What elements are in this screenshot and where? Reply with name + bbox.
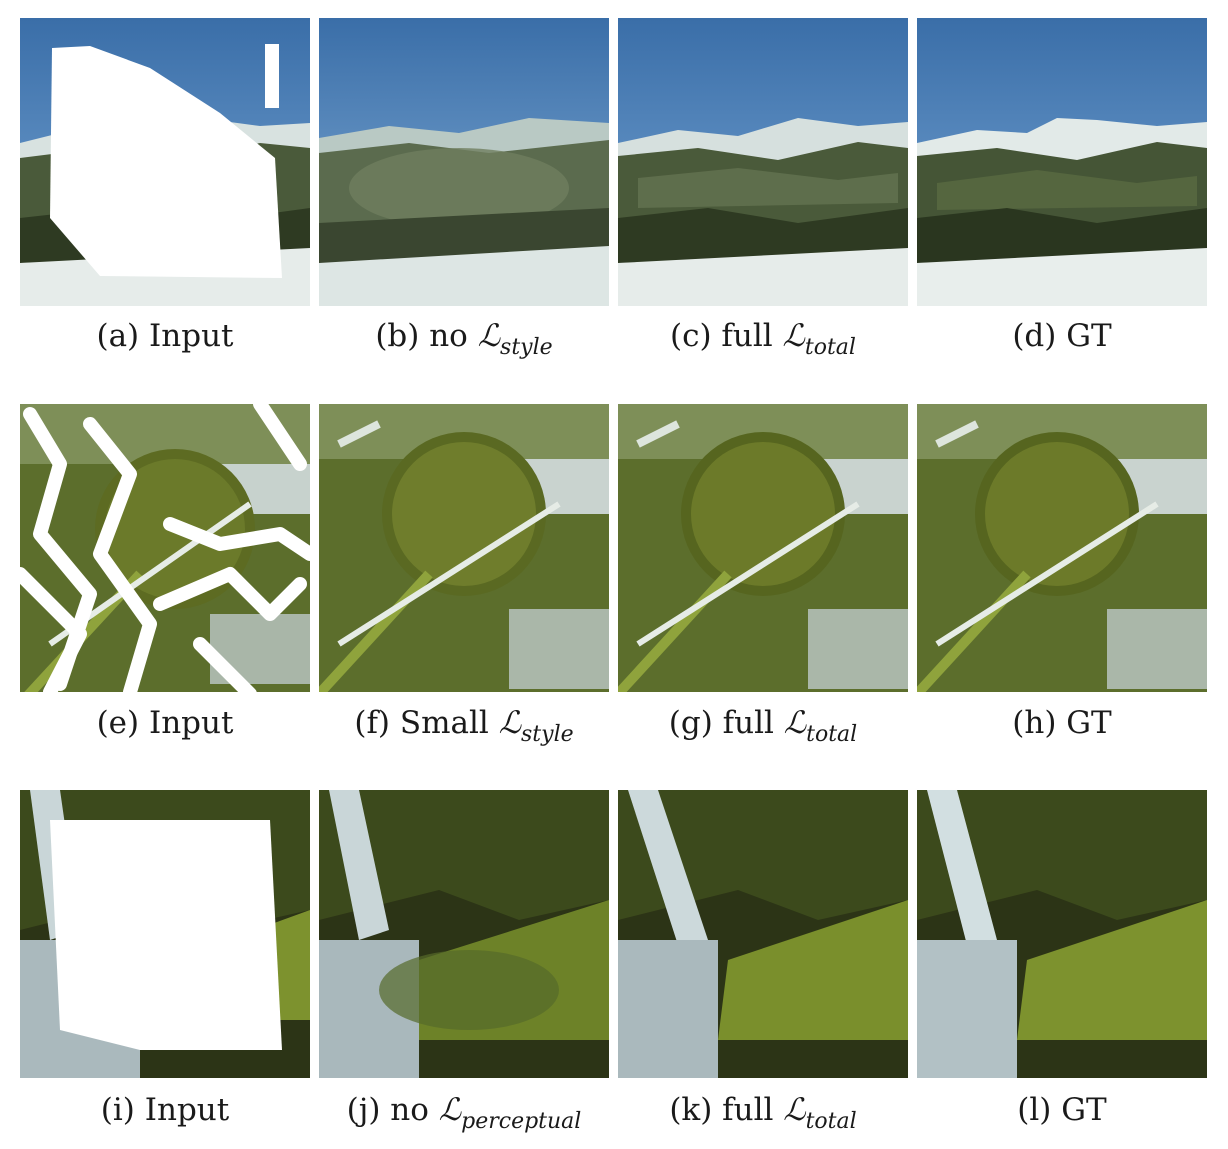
caption-f-symbol: ℒ [498, 705, 522, 741]
caption-b-symbol: ℒ [477, 318, 501, 354]
caption-f-text: (f) Small [354, 705, 499, 741]
panel-d-gt-image [917, 18, 1207, 306]
caption-e-text: (e) Input [96, 705, 234, 741]
caption-j-symbol: ℒ [438, 1092, 462, 1128]
caption-j: (j) no ℒperceptual [314, 1092, 614, 1134]
caption-b-text: (b) no [375, 318, 478, 354]
panel-b-no-style-image [319, 18, 609, 306]
caption-i: (i) Input [15, 1092, 315, 1128]
panel-l-gt-image [917, 790, 1207, 1078]
panel-e-input-image [20, 404, 310, 692]
caption-c: (c) full ℒtotal [613, 318, 913, 360]
panel-f-small-style-image [319, 404, 609, 692]
panel-k-full-total-image [618, 790, 908, 1078]
caption-k-text: (k) full [669, 1092, 784, 1128]
caption-k-subscript: total [805, 1109, 857, 1134]
caption-g-subscript: total [806, 722, 858, 747]
caption-k-symbol: ℒ [783, 1092, 806, 1128]
caption-k: (k) full ℒtotal [613, 1092, 913, 1134]
caption-g-symbol: ℒ [783, 705, 807, 741]
caption-j-text: (j) no [346, 1092, 439, 1128]
caption-i-text: (i) Input [100, 1092, 230, 1128]
caption-f: (f) Small ℒstyle [314, 705, 614, 747]
caption-a-text: (a) Input [96, 318, 234, 354]
caption-j-subscript: perceptual [461, 1109, 582, 1134]
caption-f-subscript: style [521, 722, 574, 747]
caption-g-text: (g) full [668, 705, 784, 741]
caption-g: (g) full ℒtotal [613, 705, 913, 747]
caption-d-text: (d) GT [1012, 318, 1112, 354]
caption-e: (e) Input [15, 705, 315, 741]
caption-a: (a) Input [15, 318, 315, 354]
caption-c-symbol: ℒ [782, 318, 805, 354]
caption-b-subscript: style [500, 335, 553, 360]
panel-a-input-image [20, 18, 310, 306]
caption-l: (l) GT [912, 1092, 1212, 1128]
caption-l-text: (l) GT [1017, 1092, 1107, 1128]
panel-c-full-total-image [618, 18, 908, 306]
caption-h-text: (h) GT [1012, 705, 1112, 741]
panel-g-full-total-image [618, 404, 908, 692]
caption-c-text: (c) full [670, 318, 783, 354]
caption-c-subscript: total [804, 335, 856, 360]
panel-h-gt-image [917, 404, 1207, 692]
caption-h: (h) GT [912, 705, 1212, 741]
caption-d: (d) GT [912, 318, 1212, 354]
panel-j-no-perceptual-image [319, 790, 609, 1078]
panel-i-input-image [20, 790, 310, 1078]
caption-b: (b) no ℒstyle [314, 318, 614, 360]
